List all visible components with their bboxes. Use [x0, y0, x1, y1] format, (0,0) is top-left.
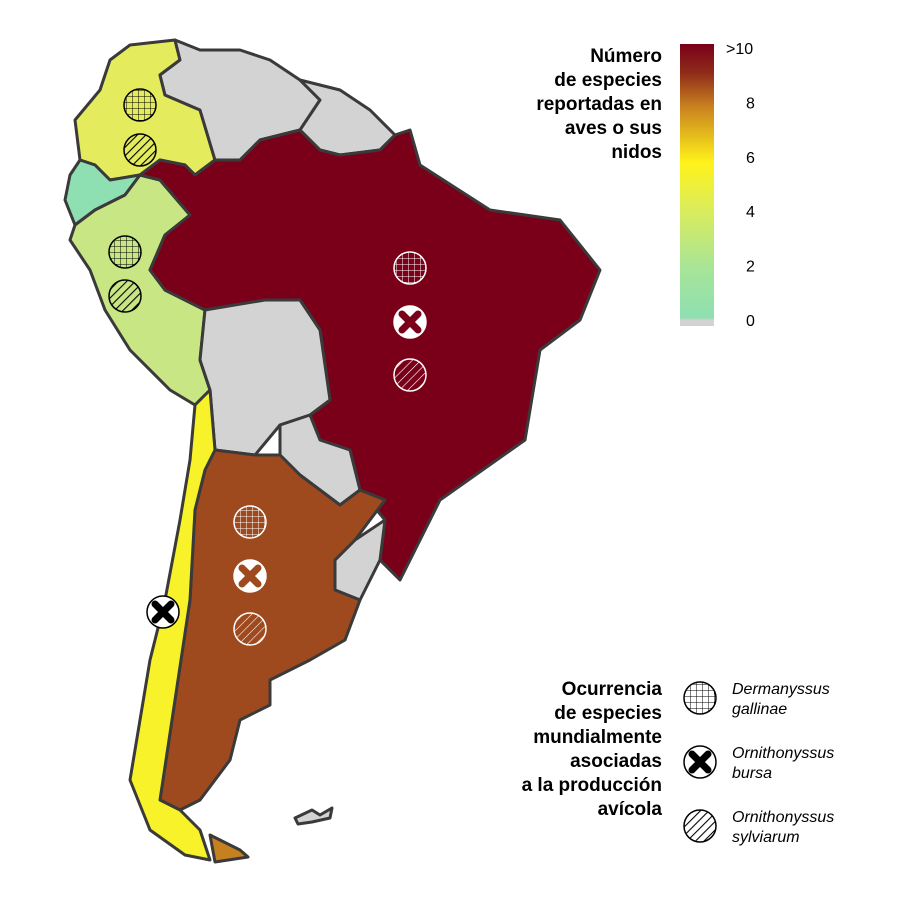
legend-label: sylviarum: [732, 829, 800, 846]
species-marker: [108, 279, 142, 313]
species-marker: [393, 251, 427, 285]
species-marker: [393, 358, 427, 392]
regions: [63, 38, 602, 864]
markers: [108, 88, 427, 646]
species-marker-x: [398, 310, 422, 334]
legend-title: avícola: [598, 799, 663, 820]
legend-title: asociadas: [570, 751, 662, 772]
colorbar-title: reportadas en: [536, 94, 662, 115]
colorbar-title: de especies: [554, 70, 662, 91]
species-marker: [683, 681, 717, 715]
legend-label: Dermanyssus: [732, 681, 830, 698]
species-marker: [123, 133, 157, 167]
colorbar: [680, 44, 714, 326]
colorbar-tick-label: 6: [746, 150, 755, 167]
legend-label: gallinae: [732, 701, 787, 718]
species-marker: [233, 612, 267, 646]
legend-title: de especies: [554, 703, 662, 724]
legend-title: a la producción: [522, 775, 662, 796]
species-marker-x: [238, 564, 262, 588]
species-marker-x: [151, 600, 175, 624]
legend-title: Ocurrencia: [562, 679, 663, 700]
colorbar-tick-label: 4: [746, 204, 755, 221]
region: [208, 833, 250, 864]
colorbar-tick-label: >10: [726, 41, 753, 58]
colorbar-title: nidos: [611, 142, 662, 163]
region: [293, 806, 334, 826]
legend-label: Ornithonyssus: [732, 809, 834, 826]
colorbar-tick-label: 0: [746, 313, 755, 330]
colorbar-tick-label: 8: [746, 95, 755, 112]
species-marker: [123, 88, 157, 122]
legend-label: bursa: [732, 765, 772, 782]
colorbar-title: aves o sus: [565, 118, 662, 139]
colorbar-title: Número: [590, 46, 662, 67]
colorbar-tick-label: 2: [746, 259, 755, 276]
species-marker: [233, 505, 267, 539]
legend-label: Ornithonyssus: [732, 745, 834, 762]
species-marker: [683, 809, 717, 843]
legend-title: mundialmente: [533, 727, 662, 748]
legend: Ocurrencia de especies mundialmente asociad…: [522, 679, 835, 846]
species-marker: [108, 235, 142, 269]
species-marker-x: [688, 750, 712, 774]
